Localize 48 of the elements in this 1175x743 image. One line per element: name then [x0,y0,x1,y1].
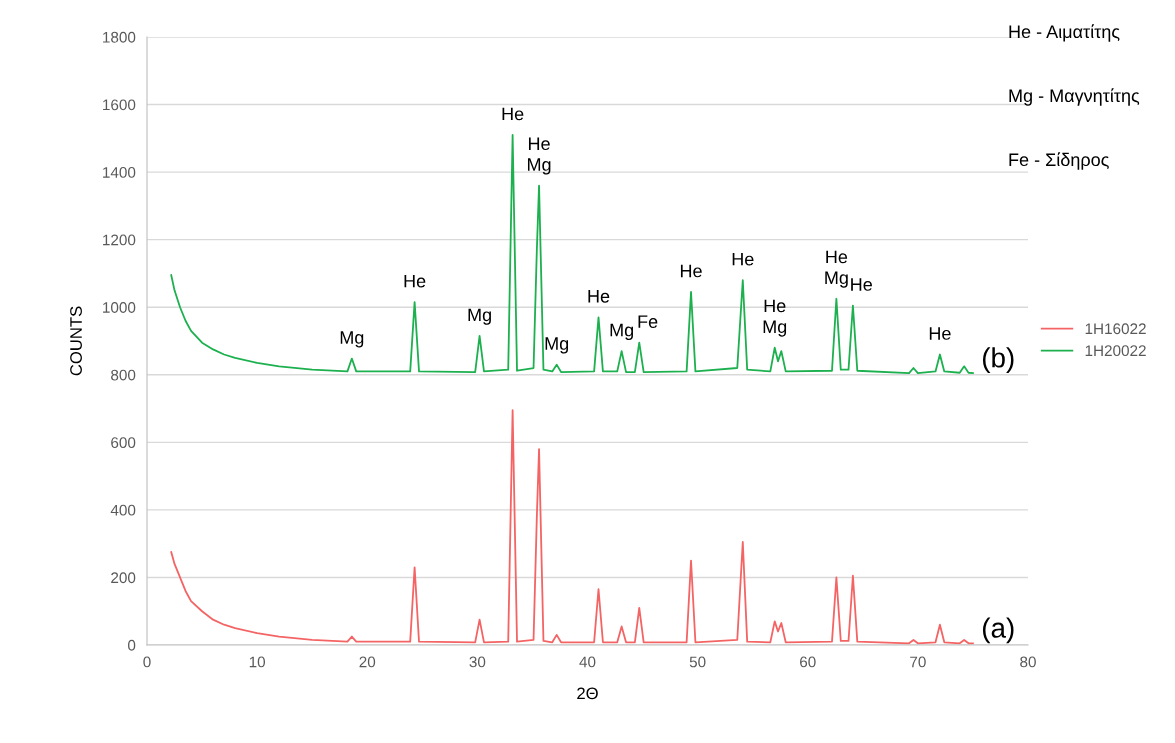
line-series [170,409,974,645]
annotation: He [404,274,426,288]
y-tick-label: 1400 [103,166,136,178]
annotation: Mg [545,337,569,354]
annotation: Mg [610,323,634,341]
y-tick-label: 1600 [103,99,136,111]
annotation: (b) [982,347,1014,374]
annotation: Mg - Μαγνητίτης [1009,88,1140,106]
annotation: He [764,299,786,313]
x-tick-label: 60 [800,656,816,668]
legend-label: 1H16022 [1085,323,1146,335]
annotation: Mg [468,308,491,325]
annotation: He - Αιματίτης [1009,24,1120,42]
y-tick-label: 200 [111,572,136,584]
x-tick-label: 70 [910,656,926,668]
annotation: Mg [527,158,551,175]
annotation: Mg [825,271,848,288]
annotation: He [588,290,610,303]
annotation: He [528,137,550,151]
annotation: He [826,250,848,264]
annotation: Mg [763,320,787,337]
x-tick-label: 30 [469,656,486,668]
y-tick-label: 1000 [103,302,136,313]
y-tick-label: 1200 [103,234,136,246]
annotation: He [851,278,872,291]
annotation: He [929,327,951,340]
x-tick-label: 40 [579,656,596,668]
x-tick-label: 0 [143,656,151,668]
annotation: Fe [638,315,658,329]
annotation: He [680,264,702,278]
y-tick-label: 0 [127,639,136,651]
y-tick-label: 600 [111,437,136,449]
annotation: He [502,107,524,121]
y-tick-label: 400 [110,504,136,516]
annotation: Mg [340,331,364,348]
y-tick-label: 1800 [103,31,136,43]
x-axis-title: 2Θ [577,687,598,700]
y-axis-title: COUNTS [70,306,82,376]
annotation: Fe - Σίδηρος [1009,152,1109,170]
legend-label: 1H20022 [1085,345,1146,357]
x-tick-label: 10 [249,656,266,668]
y-tick-label: 800 [111,369,136,381]
x-tick-label: 80 [1020,656,1036,668]
annotation: (a) [982,617,1014,644]
x-tick-label: 50 [689,656,706,668]
annotation: He [732,252,754,266]
line-series [170,134,974,374]
x-tick-label: 20 [359,656,376,668]
